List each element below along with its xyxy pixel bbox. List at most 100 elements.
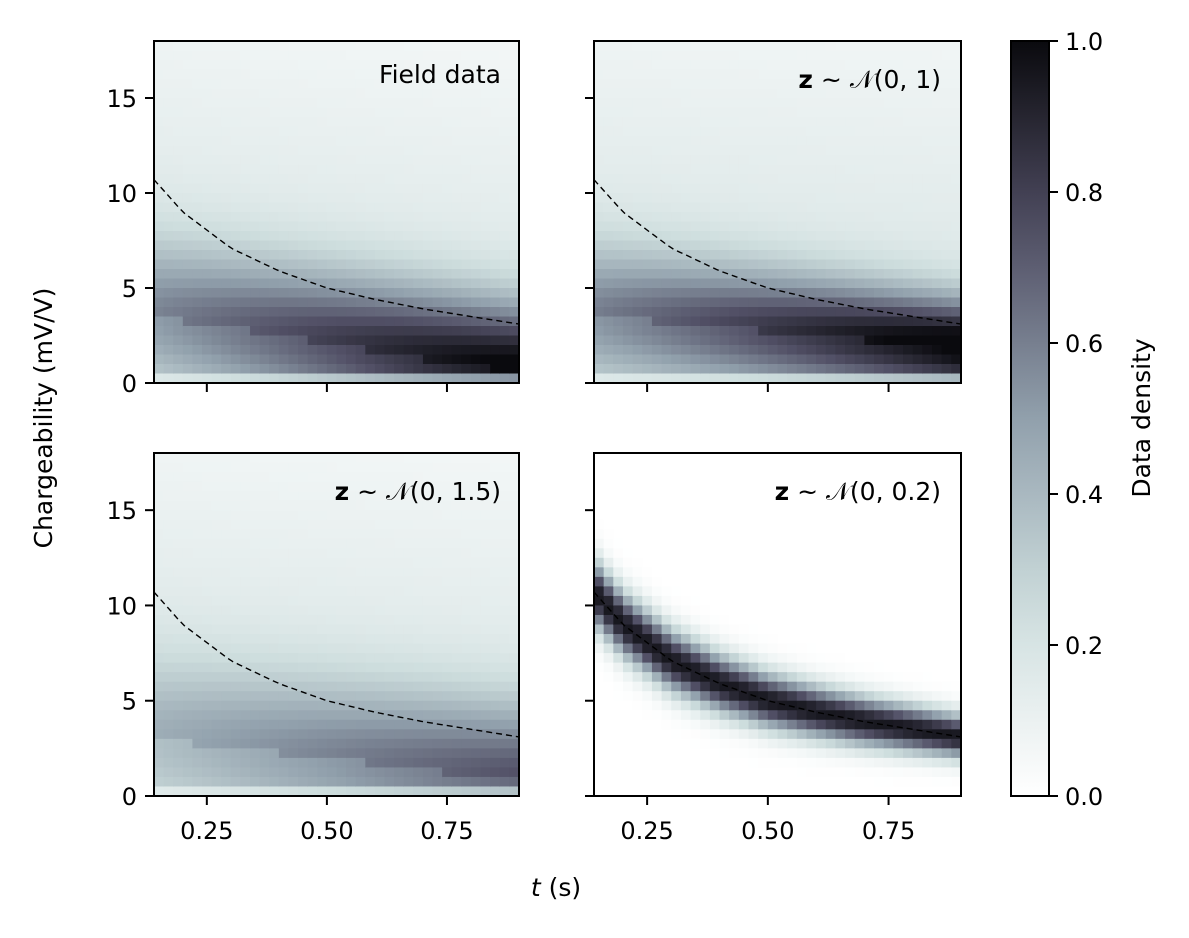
heatmap-cell	[346, 240, 357, 251]
heatmap-cell	[806, 776, 817, 788]
heatmap-cell	[613, 519, 624, 530]
heatmap-cell	[758, 567, 769, 578]
heatmap-cell	[230, 500, 242, 511]
heatmap-cell	[864, 183, 875, 194]
heatmap-cell	[211, 786, 222, 797]
heatmap-cell	[470, 145, 482, 156]
heatmap-cell	[932, 98, 943, 109]
heatmap-cell	[777, 174, 788, 185]
heatmap-cell	[192, 681, 203, 692]
heatmap-cell	[355, 345, 366, 356]
heatmap-cell	[661, 202, 672, 213]
heatmap-cell	[422, 136, 434, 147]
heatmap-cell	[883, 240, 894, 251]
heatmap-cell	[709, 719, 721, 730]
heatmap-cell	[259, 183, 270, 194]
heatmap-cell	[394, 41, 405, 52]
heatmap-cell	[230, 672, 242, 683]
heatmap-cell	[365, 221, 376, 232]
heatmap-cell	[365, 297, 376, 308]
heatmap-cell	[288, 548, 299, 559]
heatmap-cell	[442, 107, 453, 118]
heatmap-cell	[230, 491, 242, 502]
heatmap-cell	[642, 50, 653, 61]
heatmap-cell	[154, 491, 165, 502]
heatmap-cell	[221, 614, 232, 626]
heatmap-cell	[403, 453, 414, 464]
heatmap-cell	[230, 259, 242, 270]
heatmap-cell	[442, 126, 453, 137]
heatmap-cell	[470, 662, 482, 673]
heatmap-cell	[632, 624, 643, 635]
heatmap-cell	[680, 557, 692, 568]
heatmap-cell	[432, 614, 443, 626]
heatmap-cell	[480, 576, 491, 587]
heatmap-cell	[835, 335, 846, 346]
heatmap-cell	[719, 278, 730, 289]
heatmap-cell	[432, 174, 443, 185]
heatmap-cell	[777, 345, 788, 356]
heatmap-cell	[854, 335, 866, 346]
heatmap-cell	[854, 145, 866, 156]
heatmap-cell	[777, 335, 788, 346]
heatmap-cell	[182, 548, 194, 559]
heatmap-cell	[451, 297, 462, 308]
heatmap-cell	[480, 491, 491, 502]
heatmap-cell	[202, 748, 213, 759]
heatmap-cell	[806, 50, 817, 61]
heatmap-cell	[230, 221, 242, 232]
heatmap-cell	[509, 776, 520, 788]
heatmap-cell	[806, 316, 817, 327]
heatmap-cell	[173, 316, 184, 327]
heatmap-cell	[700, 145, 711, 156]
heatmap-cell	[738, 41, 750, 52]
heatmap-cell	[594, 576, 605, 587]
heatmap-cell	[796, 183, 808, 194]
heatmap-cell	[403, 586, 414, 597]
heatmap-cell	[346, 634, 357, 645]
heatmap-cell	[767, 364, 779, 375]
heatmap-cell	[603, 126, 614, 137]
heatmap-cell	[346, 491, 357, 502]
heatmap-cell	[442, 624, 453, 635]
heatmap-cell	[622, 364, 634, 375]
heatmap-cell	[163, 60, 174, 71]
heatmap-cell	[278, 69, 290, 80]
heatmap-cell	[874, 50, 885, 61]
heatmap-cell	[202, 719, 213, 730]
heatmap-cell	[509, 231, 520, 242]
heatmap-cell	[173, 136, 184, 147]
heatmap-cell	[394, 221, 405, 232]
heatmap-cell	[326, 738, 338, 749]
heatmap-cell	[288, 88, 299, 99]
heatmap-cell	[250, 373, 261, 384]
heatmap-cell	[729, 278, 740, 289]
heatmap-cell	[480, 624, 491, 635]
heatmap-cell	[719, 767, 730, 778]
heatmap-cell	[298, 307, 309, 318]
heatmap-cell	[384, 41, 395, 52]
heatmap-cell	[278, 41, 290, 52]
heatmap-cell	[729, 212, 740, 223]
heatmap-cell	[461, 155, 472, 166]
reference-curve	[153, 179, 520, 325]
heatmap-cell	[173, 643, 184, 654]
heatmap-cell	[787, 519, 798, 530]
heatmap-cell	[594, 364, 605, 375]
heatmap-cell	[719, 738, 730, 749]
heatmap-cell	[758, 643, 769, 654]
heatmap-cell	[154, 183, 165, 194]
heatmap-cell	[211, 335, 222, 346]
heatmap-cell	[825, 259, 837, 270]
heatmap-cell	[317, 500, 328, 511]
heatmap-cell	[796, 519, 808, 530]
heatmap-cell	[461, 164, 472, 175]
heatmap-cell	[432, 60, 443, 71]
heatmap-cell	[719, 462, 730, 473]
heatmap-cell	[326, 117, 338, 128]
heatmap-cell	[173, 453, 184, 464]
heatmap-cell	[336, 462, 347, 473]
heatmap-cell	[903, 307, 914, 318]
heatmap-cell	[288, 691, 299, 702]
heatmap-cell	[671, 776, 682, 788]
